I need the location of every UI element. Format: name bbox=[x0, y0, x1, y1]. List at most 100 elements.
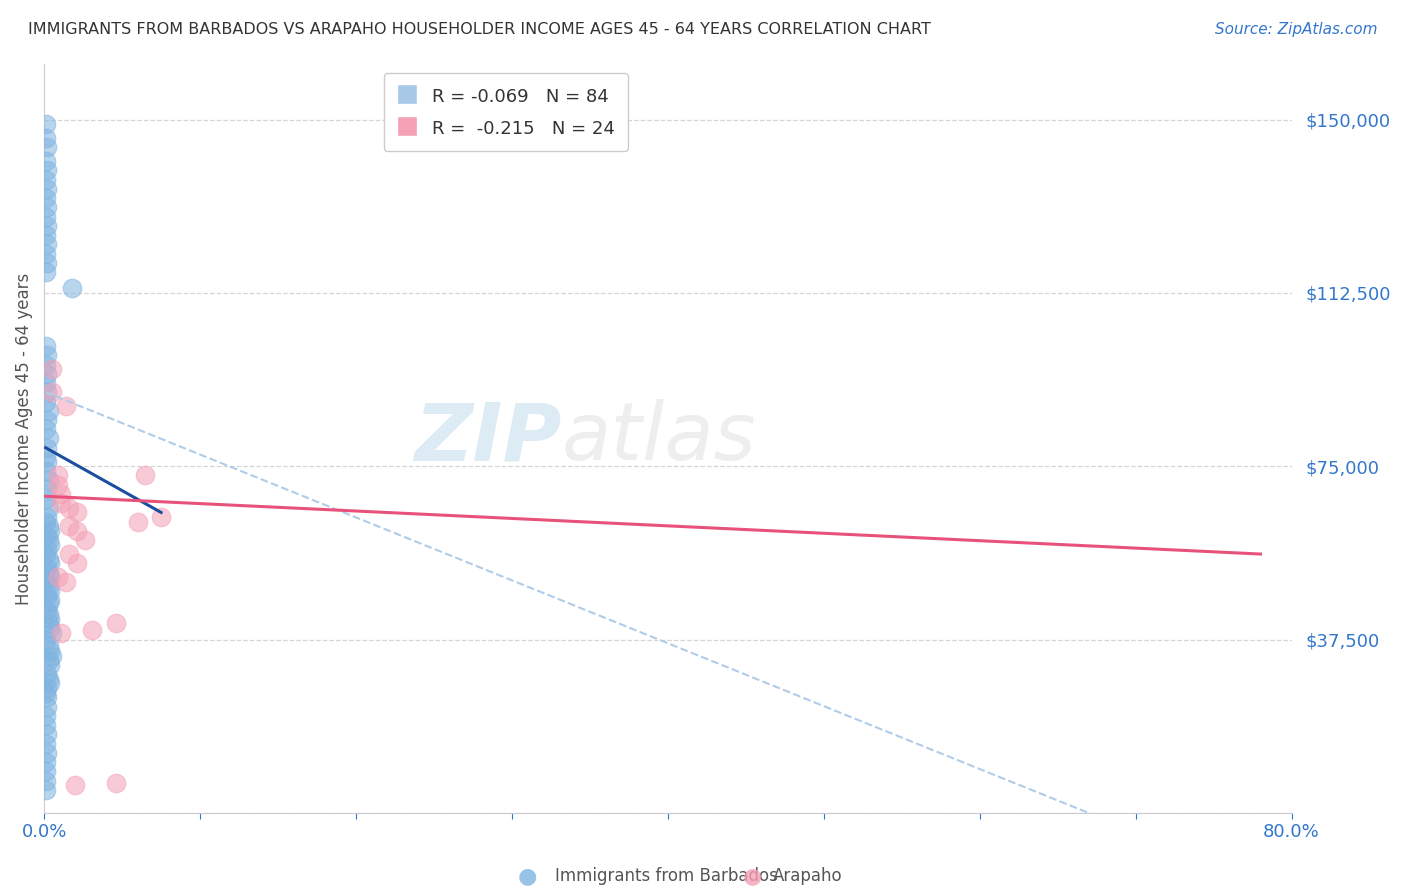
Point bbox=[34, 131, 56, 145]
Point bbox=[34, 450, 56, 464]
Point bbox=[66, 524, 89, 538]
Point bbox=[34, 686, 56, 700]
Point bbox=[46, 477, 69, 491]
Point bbox=[38, 500, 60, 515]
Point bbox=[39, 584, 62, 599]
Point bbox=[37, 182, 59, 196]
Point bbox=[66, 505, 89, 519]
Point bbox=[37, 140, 59, 154]
Legend: R = -0.069   N = 84, R =  -0.215   N = 24: R = -0.069 N = 84, R = -0.215 N = 24 bbox=[384, 73, 628, 151]
Point bbox=[39, 524, 62, 538]
Point bbox=[38, 579, 60, 593]
Point bbox=[37, 574, 59, 589]
Point bbox=[38, 607, 60, 621]
Point bbox=[37, 413, 59, 427]
Point bbox=[51, 487, 73, 501]
Point bbox=[37, 561, 59, 575]
Point bbox=[104, 776, 127, 790]
Point bbox=[39, 556, 62, 570]
Point bbox=[41, 648, 63, 663]
Point bbox=[37, 690, 59, 705]
Point bbox=[58, 519, 80, 533]
Point bbox=[34, 709, 56, 723]
Point bbox=[150, 510, 173, 524]
Point bbox=[51, 496, 73, 510]
Point bbox=[34, 773, 56, 788]
Point bbox=[34, 782, 56, 797]
Text: IMMIGRANTS FROM BARBADOS VS ARAPAHO HOUSEHOLDER INCOME AGES 45 - 64 YEARS CORREL: IMMIGRANTS FROM BARBADOS VS ARAPAHO HOUS… bbox=[28, 22, 931, 37]
Point bbox=[37, 528, 59, 542]
Point bbox=[38, 403, 60, 417]
Point bbox=[51, 625, 73, 640]
Point bbox=[38, 653, 60, 667]
Point bbox=[55, 399, 77, 413]
Point bbox=[60, 281, 83, 295]
Point bbox=[34, 265, 56, 279]
Text: atlas: atlas bbox=[562, 400, 756, 477]
Text: Arapaho: Arapaho bbox=[773, 867, 844, 885]
Point bbox=[37, 510, 59, 524]
Point bbox=[37, 237, 59, 252]
Point bbox=[34, 358, 56, 372]
Point bbox=[37, 441, 59, 455]
Point bbox=[34, 154, 56, 169]
Point bbox=[38, 616, 60, 631]
Point bbox=[34, 764, 56, 779]
Point bbox=[34, 491, 56, 506]
Point bbox=[37, 699, 59, 714]
Point bbox=[34, 210, 56, 224]
Point bbox=[41, 385, 63, 400]
Point bbox=[34, 464, 56, 478]
Point bbox=[34, 191, 56, 205]
Point bbox=[37, 256, 59, 270]
Point bbox=[34, 228, 56, 243]
Point bbox=[82, 624, 104, 638]
Point bbox=[73, 533, 96, 548]
Point bbox=[37, 746, 59, 760]
Text: ZIP: ZIP bbox=[415, 400, 562, 477]
Point bbox=[38, 432, 60, 446]
Point bbox=[34, 172, 56, 186]
Text: ●: ● bbox=[742, 866, 762, 886]
Point bbox=[37, 454, 59, 468]
Text: Immigrants from Barbados: Immigrants from Barbados bbox=[555, 867, 779, 885]
Point bbox=[37, 602, 59, 616]
Point bbox=[104, 616, 127, 631]
Point bbox=[34, 117, 56, 131]
Point bbox=[34, 632, 56, 647]
Point bbox=[38, 596, 60, 610]
Point bbox=[34, 547, 56, 561]
Point bbox=[37, 219, 59, 233]
Point bbox=[38, 473, 60, 487]
Point bbox=[34, 376, 56, 390]
Point bbox=[41, 625, 63, 640]
Point bbox=[38, 566, 60, 580]
Point bbox=[55, 574, 77, 589]
Point bbox=[34, 246, 56, 260]
Point bbox=[46, 570, 69, 584]
Point bbox=[37, 681, 59, 695]
Point bbox=[38, 533, 60, 548]
Point bbox=[34, 737, 56, 751]
Point bbox=[34, 515, 56, 529]
Point bbox=[39, 538, 62, 552]
Point bbox=[38, 672, 60, 686]
Point bbox=[66, 556, 89, 570]
Y-axis label: Householder Income Ages 45 - 64 years: Householder Income Ages 45 - 64 years bbox=[15, 272, 32, 605]
Point bbox=[58, 500, 80, 515]
Point bbox=[39, 657, 62, 672]
Point bbox=[39, 621, 62, 635]
Point bbox=[34, 422, 56, 436]
Point bbox=[39, 593, 62, 607]
Point bbox=[39, 612, 62, 626]
Point bbox=[37, 542, 59, 557]
Point bbox=[37, 589, 59, 603]
Text: Source: ZipAtlas.com: Source: ZipAtlas.com bbox=[1215, 22, 1378, 37]
Point bbox=[39, 570, 62, 584]
Point bbox=[34, 339, 56, 353]
Point bbox=[58, 547, 80, 561]
Point bbox=[37, 200, 59, 214]
Point bbox=[39, 676, 62, 690]
Point bbox=[38, 640, 60, 654]
Point bbox=[34, 394, 56, 409]
